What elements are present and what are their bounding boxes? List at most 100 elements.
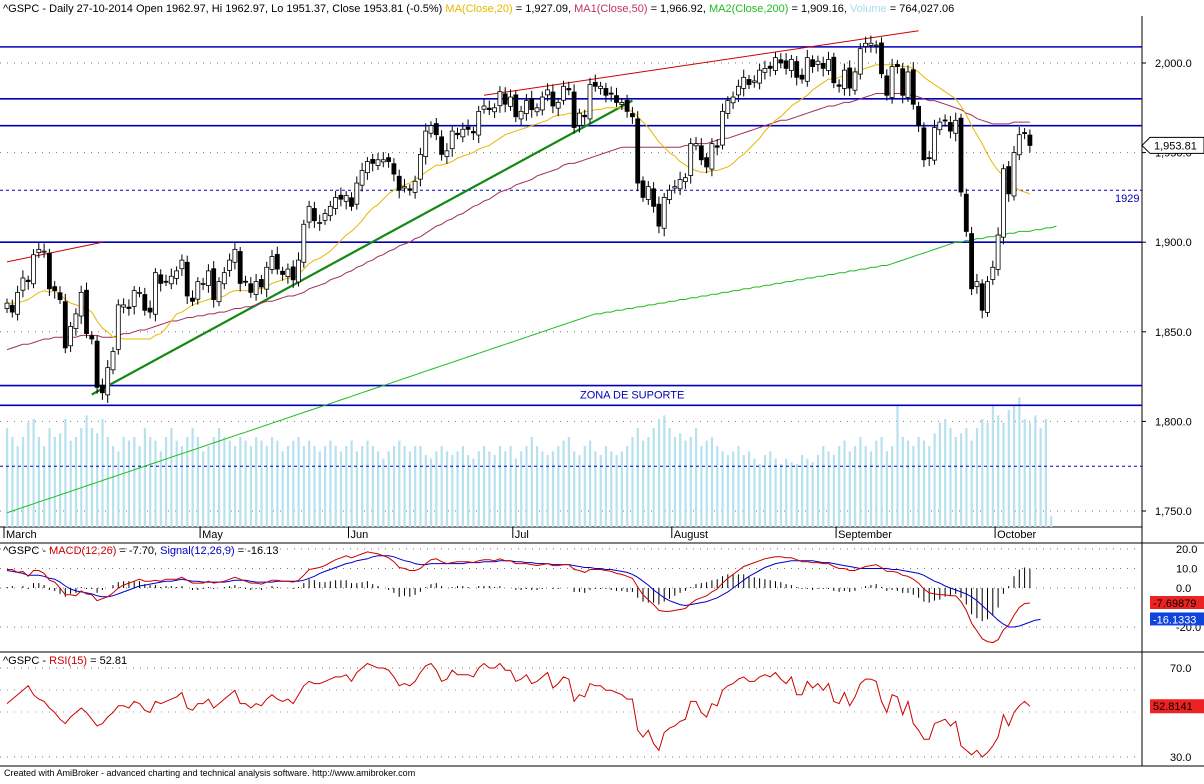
candle-body <box>820 62 826 69</box>
volume-bar <box>949 428 952 527</box>
candle-body <box>476 110 482 136</box>
volume-bar <box>504 451 507 527</box>
volume-bar <box>265 446 268 527</box>
volume-bar <box>626 446 629 527</box>
candle-body <box>767 65 773 69</box>
candle-body <box>301 223 307 263</box>
volume-bar <box>838 446 841 527</box>
volume-bar <box>127 440 131 527</box>
candle-body <box>78 291 84 317</box>
candle-body <box>736 85 741 96</box>
candle-body <box>667 189 672 200</box>
volume-bar <box>408 451 411 527</box>
volume-bar <box>827 451 830 527</box>
candle-body <box>757 69 762 84</box>
volume-bar <box>403 446 406 527</box>
volume-bar <box>451 455 454 527</box>
volume-bar <box>308 440 311 527</box>
volume-bar <box>1044 419 1047 527</box>
volume-bar <box>112 446 115 527</box>
candle-body <box>31 254 36 285</box>
volume-bars <box>6 397 1053 527</box>
volume-bar <box>1018 397 1021 527</box>
month-label: May <box>202 529 223 541</box>
month-label: Jul <box>515 529 529 541</box>
volume-bar <box>679 433 682 527</box>
candle-body <box>539 96 545 111</box>
candle-body <box>105 367 111 396</box>
candle-body <box>322 213 328 221</box>
candle-body <box>264 266 270 290</box>
candle-body <box>343 195 349 202</box>
volume-bar <box>239 437 242 527</box>
candle-body <box>296 259 301 283</box>
trendline-support <box>91 99 633 396</box>
volume-bar <box>509 446 512 527</box>
candle-body <box>258 279 264 288</box>
volume-bar <box>753 458 756 527</box>
candle-body <box>62 301 68 349</box>
volume-bar <box>689 437 692 527</box>
trendline-resistance <box>483 30 919 96</box>
volume-bar <box>467 455 470 527</box>
candles <box>4 35 1033 403</box>
volume-bar <box>419 446 422 527</box>
volume-bar <box>631 437 634 527</box>
candle-body <box>630 113 635 118</box>
candle-body <box>555 102 561 109</box>
ma20-value: = 1,927.09, <box>515 3 572 15</box>
signal-legend: Signal(12,26,9) <box>160 545 235 557</box>
volume-bar <box>96 433 99 527</box>
volume-bar <box>223 437 226 527</box>
candle-body <box>9 304 15 313</box>
candle-body <box>470 131 476 134</box>
volume-legend: Volume <box>849 3 887 15</box>
volume-bar <box>249 446 252 527</box>
candle-body <box>677 179 683 190</box>
volume-bar <box>377 451 380 527</box>
candle-body <box>57 292 63 300</box>
candle-body <box>847 67 853 89</box>
ma50-value: = 1,966.92, <box>650 3 706 15</box>
candle-body <box>433 123 439 136</box>
volume-bar <box>732 451 735 527</box>
volume-bar <box>795 464 798 527</box>
volume-bar <box>493 455 496 527</box>
candle-body <box>253 281 259 295</box>
candle-body <box>386 157 392 162</box>
rsi-y-tick-label: 70.0 <box>1170 663 1191 675</box>
volume-bar <box>1023 419 1026 527</box>
candle-body <box>121 304 126 308</box>
volume-bar <box>954 437 957 527</box>
volume-bar <box>154 440 157 527</box>
volume-bar <box>986 422 989 527</box>
rsi-line <box>6 662 1031 758</box>
volume-bar <box>392 446 396 527</box>
month-label: March <box>6 529 37 541</box>
volume-bar <box>938 422 941 527</box>
volume-bar <box>541 451 544 527</box>
last-price-box <box>1141 136 1204 154</box>
candle-body <box>905 71 911 98</box>
volume-bar <box>255 437 258 527</box>
candle-body <box>41 250 47 253</box>
candle-body <box>741 76 747 89</box>
candle-body <box>126 306 132 309</box>
volume-bar <box>398 440 401 527</box>
macd-y-tick-label: 20.0 <box>1176 544 1197 556</box>
price-y-tick-label: 1,750.0 <box>1155 506 1192 518</box>
volume-bar <box>244 440 247 527</box>
candle-body <box>826 59 831 71</box>
candle-body <box>508 96 513 107</box>
volume-bar <box>673 437 676 527</box>
volume-bar <box>922 440 926 527</box>
candle-body <box>688 143 694 176</box>
candle-body <box>115 304 121 350</box>
volume-bar <box>297 437 300 527</box>
macd-panel-header: ^GSPC - MACD(12,26) = -7.70, Signal(12,2… <box>3 545 278 558</box>
volume-bar <box>191 428 194 527</box>
month-label: September <box>838 529 892 541</box>
volume-bar <box>48 428 51 527</box>
volume-bar <box>917 437 920 527</box>
